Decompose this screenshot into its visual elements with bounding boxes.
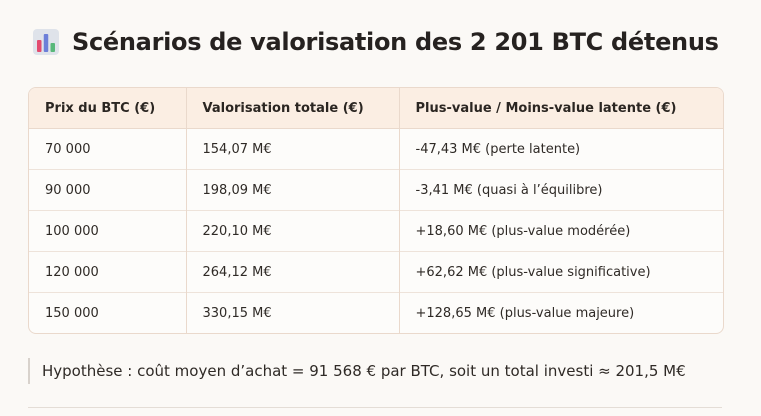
table-row: 100 000 220,10 M€ +18,60 M€ (plus-value … — [29, 210, 723, 252]
cell-total-valuation: 154,07 M€ — [185, 128, 399, 170]
cell-total-valuation: 330,15 M€ — [185, 292, 399, 333]
table-row: 150 000 330,15 M€ +128,65 M€ (plus-value… — [29, 292, 723, 333]
table-row: 70 000 154,07 M€ -47,43 M€ (perte latent… — [29, 128, 723, 170]
cell-btc-price: 100 000 — [29, 210, 186, 252]
cell-btc-price: 70 000 — [45, 141, 91, 157]
assumption-note: Hypothèse : coût moyen d’achat = 91 568 … — [28, 358, 686, 384]
table-row: 120 000 264,12 M€ +62,62 M€ (plus-value … — [29, 251, 723, 293]
table-row: 90 000 198,09 M€ -3,41 M€ (quasi à l’équ… — [29, 169, 723, 211]
cell-gain-loss: -3,41 M€ (quasi à l’équilibre) — [398, 169, 723, 211]
page-title: Scénarios de valorisation des 2 201 BTC … — [72, 28, 719, 56]
cell-gain-loss: +128,65 M€ (plus-value majeure) — [398, 292, 723, 333]
cell-btc-price: 150 000 — [29, 292, 186, 333]
bar-chart-icon — [32, 28, 60, 56]
cell-gain-loss: -47,43 M€ (perte latente) — [398, 128, 723, 170]
cell-btc-price: 120 000 — [29, 251, 186, 293]
page-header: Scénarios de valorisation des 2 201 BTC … — [32, 28, 719, 56]
header-btc-price: Prix du BTC (€) — [29, 88, 186, 129]
divider — [28, 407, 722, 408]
table-header-row: Prix du BTC (€) Valorisation totale (€) … — [29, 88, 723, 129]
header-total-valuation: Valorisation totale (€) — [185, 88, 399, 129]
cell-btc-price: 90 000 — [29, 169, 186, 211]
cell-total-valuation: 198,09 M€ — [185, 169, 399, 211]
valuation-table-grid: Prix du BTC (€) Valorisation totale (€) … — [29, 88, 723, 333]
cell-gain-loss: +18,60 M€ (plus-value modérée) — [398, 210, 723, 252]
valuation-table: Prix du BTC (€) Valorisation totale (€) … — [28, 87, 724, 334]
cell-total-valuation: 220,10 M€ — [185, 210, 399, 252]
cell-gain-loss: +62,62 M€ (plus-value significative) — [398, 251, 723, 293]
header-unrealized-gain-loss: Plus-value / Moins-value latente (€) — [398, 88, 723, 129]
cell-total-valuation: 264,12 M€ — [185, 251, 399, 293]
